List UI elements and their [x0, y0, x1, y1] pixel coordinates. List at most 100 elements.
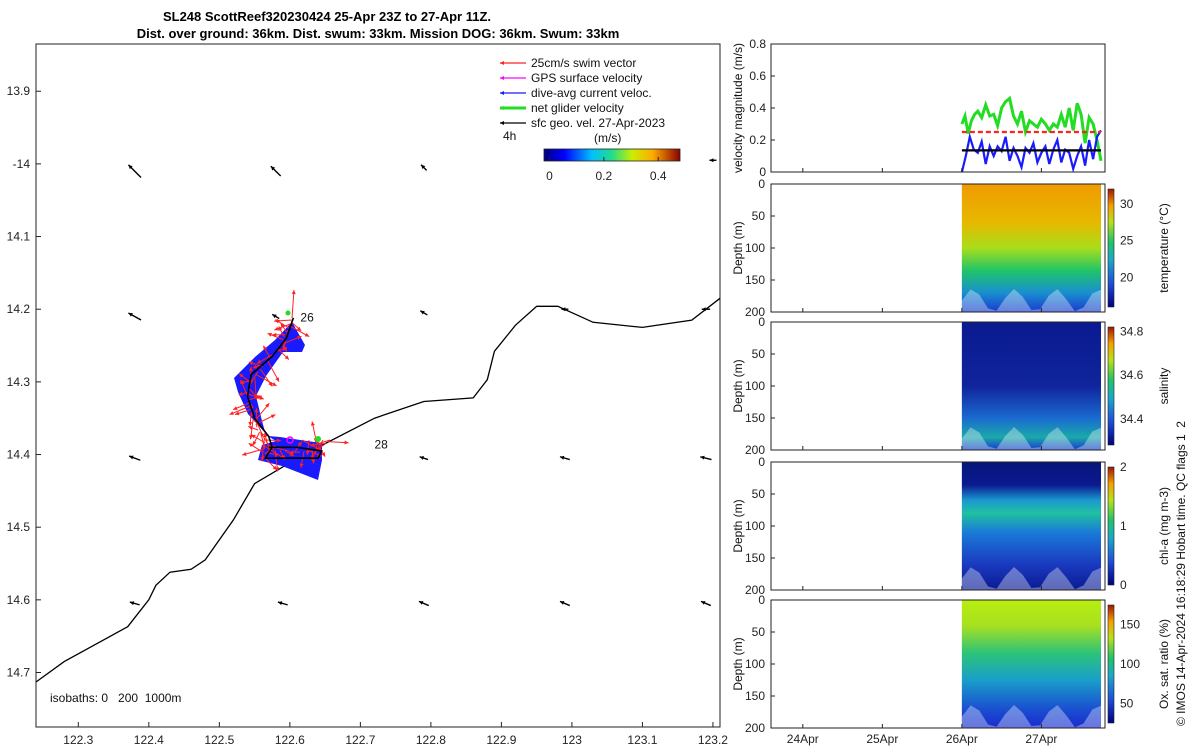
map-y-tick-label: 14.5	[7, 520, 31, 534]
swim-vector-arrow	[311, 421, 316, 440]
panel-y-label: Depth (m)	[731, 221, 745, 274]
colorbar-tick-label: 34.4	[1120, 412, 1144, 426]
y-tick-label: 0.8	[749, 37, 766, 51]
map-x-tick-label: 122.4	[134, 733, 164, 747]
colorbar-tick-label: 20	[1120, 271, 1134, 285]
legend-entry: GPS surface velocity	[500, 71, 642, 85]
map-y-tick-label: 14.1	[7, 230, 31, 244]
legend-label: sfc geo. vel. 27-Apr-2023	[531, 116, 665, 130]
legend-label: 25cm/s swim vector	[531, 56, 636, 70]
legend-label: net glider velocity	[531, 101, 624, 115]
map-y-tick-label: 14.7	[7, 666, 31, 680]
map-y-tick-label: 14.2	[7, 302, 31, 316]
net-velocity-marker	[315, 436, 321, 442]
map-x-tick-label: 122.5	[204, 733, 234, 747]
colorbar-tick-label: 50	[1120, 696, 1134, 710]
x-tick-label: 24Apr	[787, 732, 819, 746]
colorbar-tick-label: 1	[1120, 519, 1127, 533]
colorbar-label: salinity	[1157, 368, 1171, 405]
panel-frame	[771, 44, 1105, 172]
current-vector-arrow	[560, 601, 570, 605]
y-tick-label: 0	[758, 455, 765, 469]
dive-avg-current-envelope	[234, 322, 322, 480]
y-tick-label: 50	[752, 347, 766, 361]
current-vector-arrow	[420, 311, 427, 315]
legend-entry: sfc geo. vel. 27-Apr-2023	[500, 116, 665, 130]
isobath-line	[36, 298, 720, 682]
current-field-arrows	[128, 158, 716, 605]
current-vector-arrow	[128, 165, 141, 178]
track-start-marker	[286, 311, 291, 316]
day-label: 28	[374, 438, 388, 452]
map-frame	[36, 44, 720, 727]
map-y-tick-label: 14.6	[7, 593, 31, 607]
y-tick-label: 200	[745, 721, 765, 735]
colorbar-label: temperature (°C)	[1157, 203, 1171, 293]
legend-label: GPS surface velocity	[531, 71, 642, 85]
map-y-tick-label: -14	[13, 157, 31, 171]
profile-section	[962, 322, 1101, 450]
x-tick-label: 26Apr	[946, 732, 978, 746]
profile-section	[962, 600, 1101, 728]
y-tick-label: 150	[745, 689, 765, 703]
legend-entry: net glider velocity	[500, 101, 624, 115]
current-vector-arrow	[271, 166, 281, 176]
panel-y-label: velocity magnitude (m/s)	[731, 43, 745, 173]
y-tick-label: 0.4	[749, 101, 766, 115]
map-x-tick-label: 122.3	[63, 733, 93, 747]
map-x-tick-label: 122.8	[416, 733, 446, 747]
swim-vector-arrow	[292, 290, 296, 318]
legend-arrow-icon	[500, 61, 526, 65]
colorbar-tick-label: 150	[1120, 618, 1140, 632]
y-tick-label: 0	[758, 315, 765, 329]
y-tick-label: 100	[745, 379, 765, 393]
x-tick-label: 27Apr	[1025, 732, 1057, 746]
profile-section	[962, 462, 1101, 590]
current-vector-arrow	[128, 313, 141, 320]
current-vector-arrow	[420, 456, 428, 460]
map-x-tick-label: 122.9	[486, 733, 516, 747]
y-tick-label: 0.6	[749, 69, 766, 83]
legend-arrow-icon	[500, 91, 526, 95]
y-tick-label: 150	[745, 411, 765, 425]
legend-entry: dive-avg current veloc.	[500, 86, 652, 100]
legend-arrow-icon	[500, 121, 526, 125]
panel-y-label: Depth (m)	[731, 637, 745, 690]
current-vector-arrow	[129, 456, 140, 461]
current-vector-arrow	[419, 601, 429, 605]
panel-y-label: Depth (m)	[731, 499, 745, 552]
map-y-tick-label: 13.9	[7, 84, 31, 98]
legend-arrow-icon	[500, 106, 526, 110]
colorbar-tick-label: 100	[1120, 657, 1140, 671]
profile-colorbar	[1108, 605, 1114, 723]
current-vector-arrow	[272, 314, 279, 318]
isobath-label: isobaths: 0 200 1000m	[50, 691, 181, 705]
y-tick-label: 0	[758, 593, 765, 607]
colorbar-tick-label: 25	[1120, 234, 1134, 248]
y-tick-label: 50	[752, 487, 766, 501]
map-y-tick-label: 14.3	[7, 375, 31, 389]
legend-arrow-icon	[500, 76, 526, 80]
y-tick-label: 100	[745, 241, 765, 255]
colorbar-tick-label: 0	[546, 169, 553, 183]
y-tick-label: 150	[745, 273, 765, 287]
profile-colorbar	[1108, 467, 1114, 585]
colorbar-tick-label: 30	[1120, 197, 1134, 211]
y-tick-label: 50	[752, 625, 766, 639]
day-label: 26	[300, 310, 314, 324]
colorbar-tick-label: 2	[1120, 460, 1127, 474]
colorbar-tick-label: 0.2	[595, 169, 612, 183]
colorbar-tick-label: 0.4	[650, 169, 667, 183]
legend-entry: 25cm/s swim vector	[500, 56, 636, 70]
y-tick-label: 50	[752, 209, 766, 223]
panel-y-label: Depth (m)	[731, 359, 745, 412]
colorbar-title: (m/s)	[594, 131, 621, 145]
current-vector-arrow	[701, 601, 711, 605]
